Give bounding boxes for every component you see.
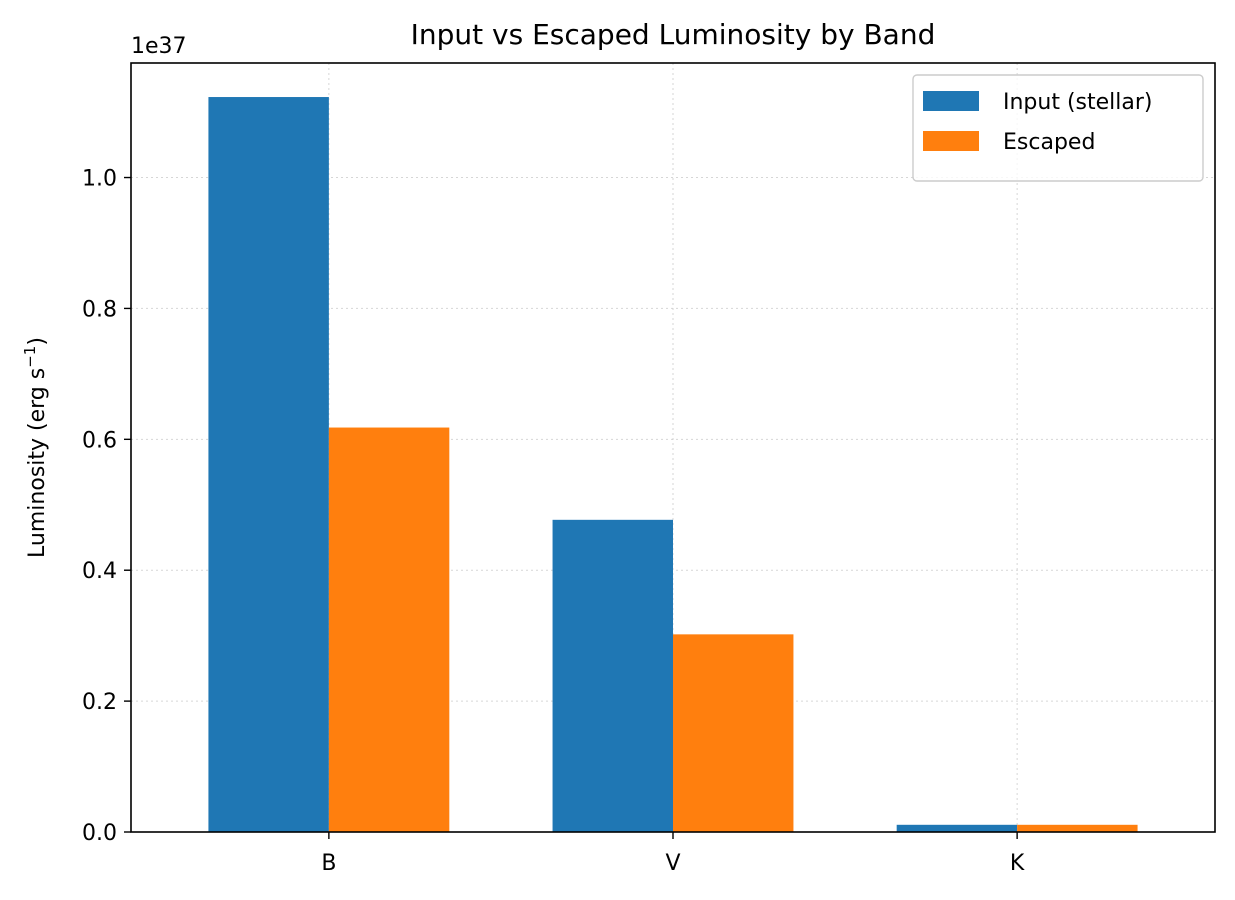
bar-escaped-k — [1017, 824, 1138, 832]
y-axis-label-text: Luminosity (erg s — [25, 368, 50, 558]
bar-escaped-b — [328, 427, 450, 832]
legend-swatch-input-stellar — [923, 91, 979, 111]
bar-escaped-v — [673, 634, 794, 832]
bar-input-stellar-b — [208, 97, 329, 832]
chart-title: Input vs Escaped Luminosity by Band — [411, 18, 936, 51]
bars — [208, 97, 1138, 832]
y-axis-label-close: ) — [25, 337, 50, 346]
y-tick-label: 1.0 — [82, 167, 117, 192]
y-tick-label: 0.0 — [82, 821, 117, 846]
ticks: 0.0 0.2 0.4 0.6 0.8 1.0 B V K — [82, 167, 1025, 876]
y-axis-label-superscript: −1 — [21, 346, 39, 368]
bar-input-stellar-v — [552, 519, 673, 832]
x-tick-label: K — [1010, 851, 1025, 876]
y-axis-label: Luminosity (erg s−1) — [21, 337, 50, 558]
legend: Input (stellar) Escaped — [912, 74, 1204, 182]
y-offset-label: 1e37 — [131, 34, 187, 59]
legend-label-escaped: Escaped — [1003, 130, 1095, 155]
y-tick-label: 0.8 — [82, 297, 117, 322]
legend-label-input-stellar: Input (stellar) — [1003, 90, 1153, 115]
bar-input-stellar-k — [896, 824, 1018, 832]
x-tick-label: V — [665, 851, 680, 876]
legend-box — [912, 74, 1204, 182]
legend-swatch-escaped — [923, 131, 979, 151]
y-tick-label: 0.6 — [82, 428, 117, 453]
y-tick-label: 0.4 — [82, 559, 117, 584]
y-tick-label: 0.2 — [82, 690, 117, 715]
x-tick-label: B — [321, 851, 336, 876]
